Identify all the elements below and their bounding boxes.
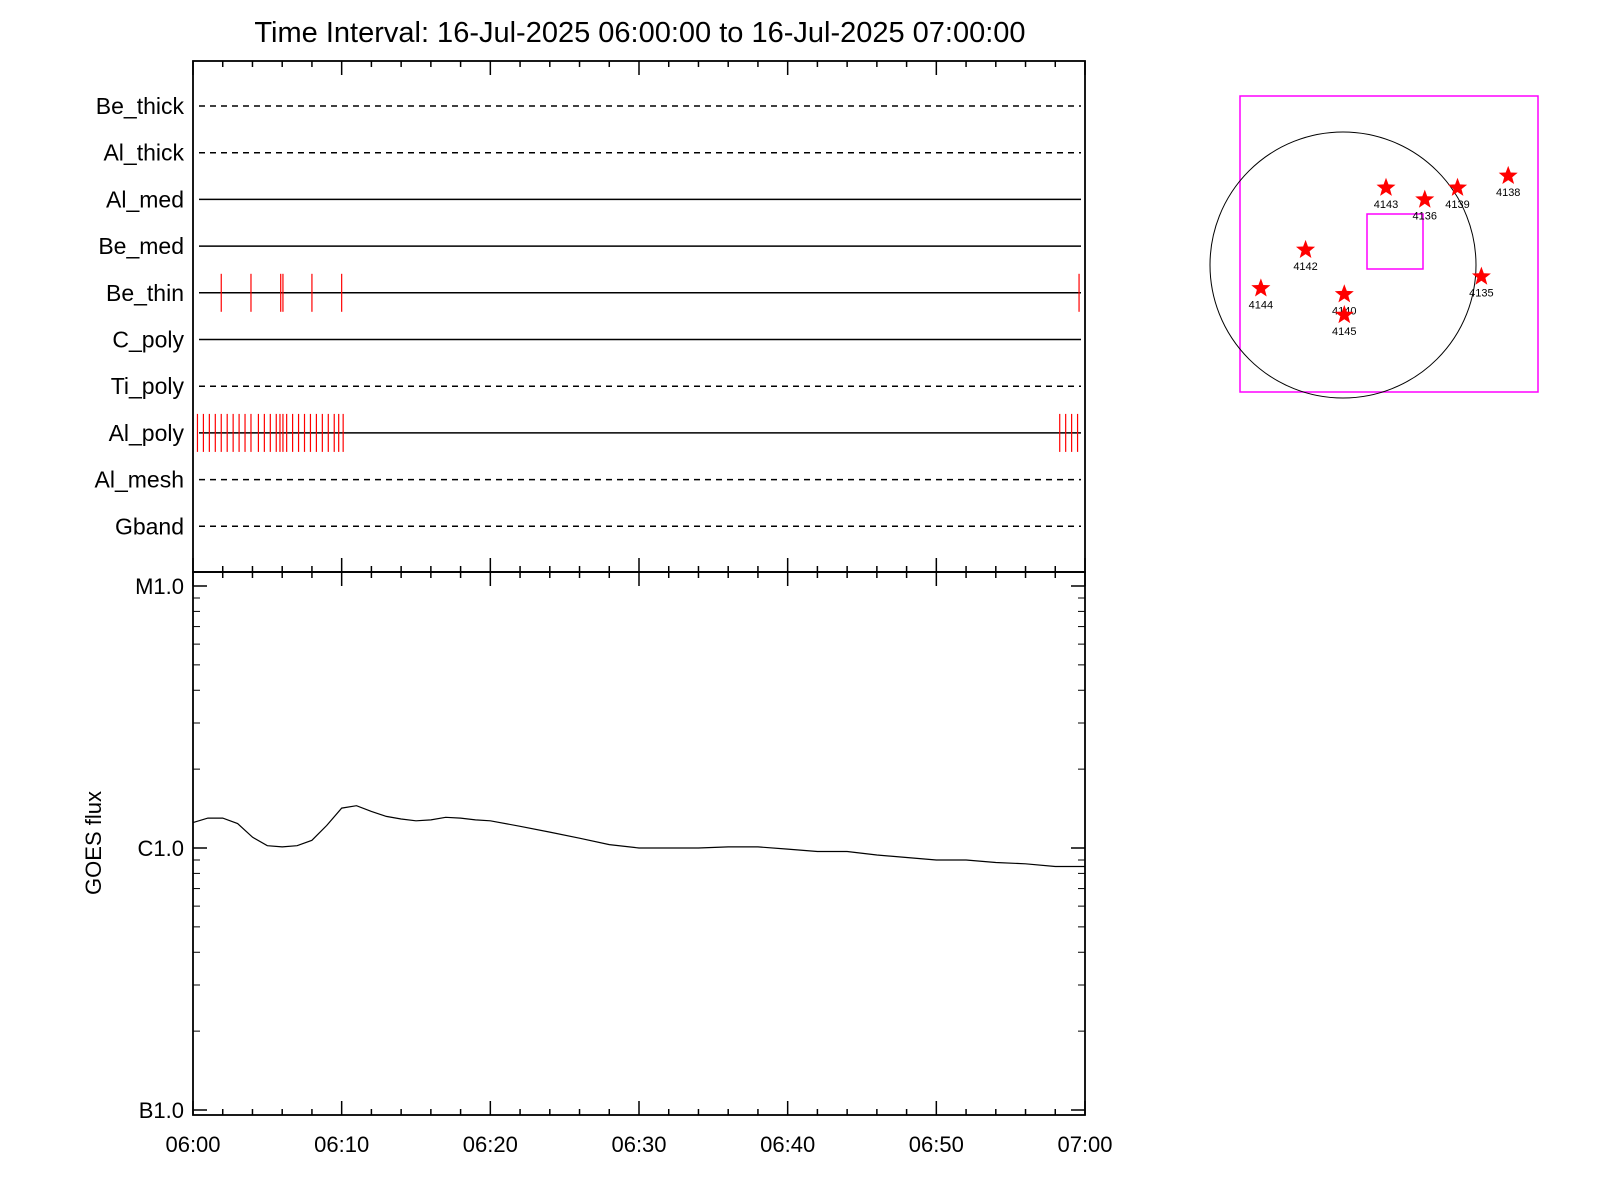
channel-row: Al_mesh	[95, 467, 1081, 493]
region-star-icon	[1415, 189, 1435, 208]
x-tick-label: 06:00	[165, 1132, 220, 1157]
region-label: 4139	[1445, 199, 1469, 211]
channel-row: Al_med	[106, 186, 1081, 212]
channel-row: Gband	[115, 513, 1081, 539]
channel-panel: Be_thick Al_thick Al_med Be_med Be_thin C_pol…	[95, 60, 1086, 573]
x-tick-label: 06:50	[909, 1132, 964, 1157]
active-region: 4142	[1293, 239, 1318, 273]
channel-row: Al_poly	[109, 413, 1081, 452]
channel-label: Al_thick	[103, 140, 184, 166]
region-label: 4135	[1469, 288, 1493, 300]
channel-panel-frame	[192, 60, 1086, 573]
channel-row: Be_thick	[96, 93, 1081, 119]
inner-box	[1366, 213, 1424, 270]
active-region: 4139	[1445, 177, 1470, 211]
x-tick-label: 06:20	[463, 1132, 518, 1157]
channel-row: Be_thin	[106, 273, 1081, 312]
channel-label: Be_thick	[96, 93, 185, 119]
field-of-view-box	[1239, 95, 1539, 393]
active-region: 4144	[1249, 278, 1273, 311]
active-region: 4138	[1496, 165, 1520, 199]
region-label: 4143	[1374, 199, 1398, 211]
region-label: 4138	[1496, 187, 1520, 199]
region-label: 4144	[1249, 299, 1273, 311]
y-axis-label: GOES flux	[81, 791, 106, 895]
goes-flux-line	[192, 805, 1085, 868]
active-region: 4143	[1374, 177, 1398, 211]
channel-label: Be_med	[98, 233, 184, 259]
region-label: 4136	[1413, 211, 1437, 223]
region-label: 4145	[1332, 326, 1356, 338]
region-star-icon	[1448, 177, 1468, 196]
channel-label: Be_thin	[106, 280, 184, 306]
y-tick-label: M1.0	[135, 574, 184, 599]
region-label: 4142	[1293, 261, 1317, 273]
region-star-icon	[1334, 284, 1354, 303]
x-tick-label: 06:10	[314, 1132, 369, 1157]
channel-label: Gband	[115, 513, 184, 539]
y-tick-label: B1.0	[139, 1098, 184, 1123]
channel-row: Ti_poly	[111, 373, 1081, 399]
channel-label: Al_med	[106, 186, 184, 212]
channel-row: C_poly	[112, 327, 1081, 353]
chart-title: Time Interval: 16-Jul-2025 06:00:00 to 1…	[254, 17, 1025, 49]
channel-row: Al_thick	[103, 140, 1081, 166]
x-tick-label: 06:30	[611, 1132, 666, 1157]
region-star-icon	[1498, 165, 1518, 184]
region-star-icon	[1376, 177, 1396, 196]
channel-row: Be_med	[98, 233, 1081, 259]
channel-label: Al_poly	[109, 420, 185, 446]
channel-label: Ti_poly	[111, 373, 185, 399]
x-tick-label: 07:00	[1057, 1132, 1112, 1157]
region-star-icon	[1296, 239, 1316, 258]
active-region: 4136	[1413, 189, 1437, 223]
y-tick-label: C1.0	[138, 836, 184, 861]
region-star-icon	[1334, 305, 1354, 324]
region-star-icon	[1251, 278, 1271, 297]
x-tick-label: 06:40	[760, 1132, 815, 1157]
region-star-icon	[1471, 266, 1491, 285]
channel-label: Al_mesh	[95, 467, 184, 493]
active-region: 4145	[1332, 305, 1357, 338]
active-region: 4135	[1469, 266, 1494, 300]
channel-label: C_poly	[112, 327, 184, 353]
sun-map: 414341364139413841424144414041454135	[1209, 95, 1539, 399]
solar-limb	[1209, 131, 1477, 399]
goes-panel-frame	[192, 571, 1086, 1116]
goes-panel: M1.0 C1.0 B1.0 GOES flux	[81, 571, 1086, 1123]
